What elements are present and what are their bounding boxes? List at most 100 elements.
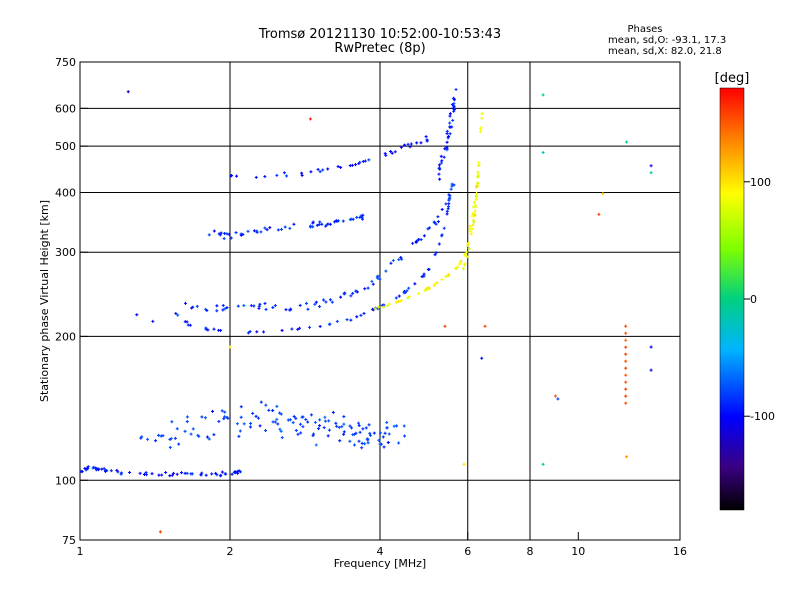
data-point bbox=[348, 424, 352, 428]
data-point bbox=[384, 269, 388, 273]
data-point bbox=[138, 471, 142, 475]
colorbar-tick-label: 0 bbox=[750, 293, 757, 306]
data-point bbox=[556, 397, 560, 401]
data-point bbox=[318, 424, 322, 428]
data-point bbox=[454, 87, 458, 91]
data-point bbox=[348, 439, 352, 443]
data-point bbox=[263, 226, 267, 230]
data-point bbox=[342, 432, 346, 436]
x-tick-label: 4 bbox=[377, 545, 384, 558]
data-point bbox=[267, 408, 271, 412]
data-point bbox=[397, 441, 401, 445]
data-point bbox=[459, 259, 463, 263]
data-point bbox=[119, 472, 123, 476]
data-point bbox=[115, 468, 119, 472]
data-point bbox=[304, 301, 308, 305]
data-point bbox=[212, 229, 216, 233]
data-point bbox=[221, 308, 225, 312]
data-point bbox=[315, 223, 319, 227]
data-point bbox=[472, 220, 476, 224]
data-point bbox=[220, 470, 224, 474]
data-point bbox=[442, 226, 446, 230]
data-point bbox=[447, 202, 451, 206]
data-point bbox=[422, 234, 426, 238]
data-point bbox=[467, 241, 471, 245]
data-point bbox=[311, 434, 315, 438]
data-point bbox=[168, 474, 172, 478]
data-point bbox=[221, 304, 225, 308]
data-point bbox=[342, 422, 346, 426]
data-point bbox=[223, 415, 227, 419]
data-point bbox=[284, 308, 288, 312]
data-point bbox=[448, 121, 452, 125]
data-point bbox=[154, 439, 158, 443]
data-point bbox=[316, 167, 320, 171]
data-point bbox=[337, 425, 341, 429]
data-point bbox=[649, 171, 653, 175]
data-point bbox=[437, 242, 441, 246]
data-point bbox=[382, 445, 386, 449]
data-point bbox=[241, 232, 245, 236]
data-point bbox=[324, 224, 328, 228]
data-point bbox=[171, 471, 175, 475]
data-point bbox=[437, 163, 441, 167]
data-point bbox=[287, 308, 291, 312]
data-point bbox=[447, 134, 451, 138]
data-point bbox=[397, 258, 401, 262]
data-point bbox=[199, 473, 203, 477]
data-point bbox=[649, 164, 653, 168]
stats-line-o: mean, sd,O: -93.1, 17.3 bbox=[608, 35, 726, 46]
colorbar-tick-label: -100 bbox=[750, 410, 775, 423]
data-point bbox=[278, 411, 282, 415]
data-point bbox=[151, 319, 155, 323]
data-point bbox=[376, 274, 380, 278]
data-point bbox=[463, 262, 467, 266]
data-point bbox=[457, 262, 461, 266]
data-point bbox=[541, 150, 545, 154]
data-point bbox=[321, 168, 325, 172]
data-point bbox=[436, 220, 440, 224]
data-point bbox=[385, 426, 389, 430]
data-point bbox=[624, 394, 628, 398]
data-point bbox=[377, 305, 381, 309]
data-point bbox=[236, 304, 240, 308]
data-point bbox=[324, 300, 328, 304]
data-point bbox=[273, 304, 277, 308]
data-point bbox=[390, 151, 394, 155]
data-point bbox=[230, 174, 234, 178]
data-point bbox=[330, 300, 334, 304]
data-point bbox=[239, 405, 243, 409]
data-point bbox=[449, 187, 453, 191]
data-point bbox=[340, 425, 344, 429]
data-point bbox=[465, 250, 469, 254]
data-point bbox=[335, 219, 339, 223]
data-point bbox=[185, 320, 189, 324]
data-point bbox=[433, 281, 437, 285]
data-point bbox=[271, 306, 275, 310]
data-point bbox=[215, 309, 219, 313]
data-point bbox=[384, 153, 388, 157]
data-point bbox=[480, 116, 484, 120]
data-point bbox=[447, 273, 451, 277]
data-point bbox=[279, 429, 283, 433]
data-point bbox=[311, 221, 315, 225]
data-point bbox=[452, 183, 456, 187]
data-point bbox=[391, 259, 395, 263]
y-axis-label: Stationary phase Virtual Height [km] bbox=[38, 200, 51, 402]
data-point bbox=[294, 416, 298, 420]
data-point bbox=[478, 129, 482, 133]
data-point bbox=[403, 291, 407, 295]
data-point bbox=[210, 472, 214, 476]
data-point bbox=[445, 148, 449, 152]
data-point bbox=[366, 441, 370, 445]
data-point bbox=[388, 302, 392, 306]
data-point bbox=[359, 313, 363, 317]
data-point bbox=[473, 209, 477, 213]
data-point bbox=[204, 473, 208, 477]
data-point bbox=[402, 424, 406, 428]
data-point bbox=[309, 170, 313, 174]
data-point bbox=[135, 313, 139, 317]
data-point bbox=[223, 410, 227, 414]
data-point bbox=[263, 301, 267, 305]
data-point bbox=[275, 404, 279, 408]
